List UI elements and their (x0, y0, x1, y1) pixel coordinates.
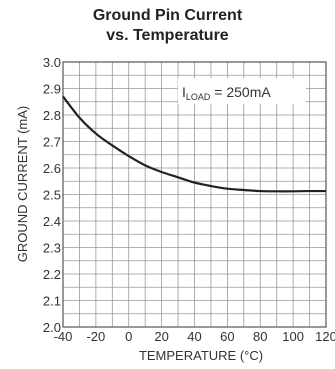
y-tick-label: 2.4 (43, 214, 61, 229)
y-tick-labels: 2.0 2.1 2.2 2.3 2.4 2.5 2.6 2.7 2.8 2.9 3.0 (43, 55, 61, 335)
x-tick-labels: -40 -20 0 20 40 60 80 100 120 (54, 329, 335, 344)
y-tick-label: 2.9 (43, 82, 61, 97)
y-tick-label: 2.1 (43, 294, 61, 309)
x-tick-label: 40 (187, 329, 201, 344)
x-tick-label: 60 (220, 329, 234, 344)
x-tick-label: 0 (125, 329, 132, 344)
x-tick-label: 80 (253, 329, 267, 344)
annot-subscript: LOAD (186, 92, 211, 102)
x-tick-label: 20 (154, 329, 168, 344)
x-tick-label: 120 (315, 329, 335, 344)
x-axis-label: TEMPERATURE (°C) (139, 348, 263, 363)
x-tick-label: 100 (282, 329, 304, 344)
y-tick-label: 2.6 (43, 161, 61, 176)
y-tick-label: 3.0 (43, 55, 61, 70)
y-tick-label: 2.2 (43, 267, 61, 282)
y-tick-label: 2.7 (43, 135, 61, 150)
annot-suffix: = 250mA (210, 84, 271, 100)
y-tick-label: 2.8 (43, 108, 61, 123)
x-tick-label: -20 (86, 329, 105, 344)
y-axis-label: GROUND CURRENT (mA) (15, 106, 30, 262)
y-tick-label: 2.5 (43, 188, 61, 203)
load-annotation: ILOAD = 250mA (178, 78, 306, 104)
y-tick-label: 2.3 (43, 241, 61, 256)
y-tick-label: 2.0 (43, 320, 61, 335)
